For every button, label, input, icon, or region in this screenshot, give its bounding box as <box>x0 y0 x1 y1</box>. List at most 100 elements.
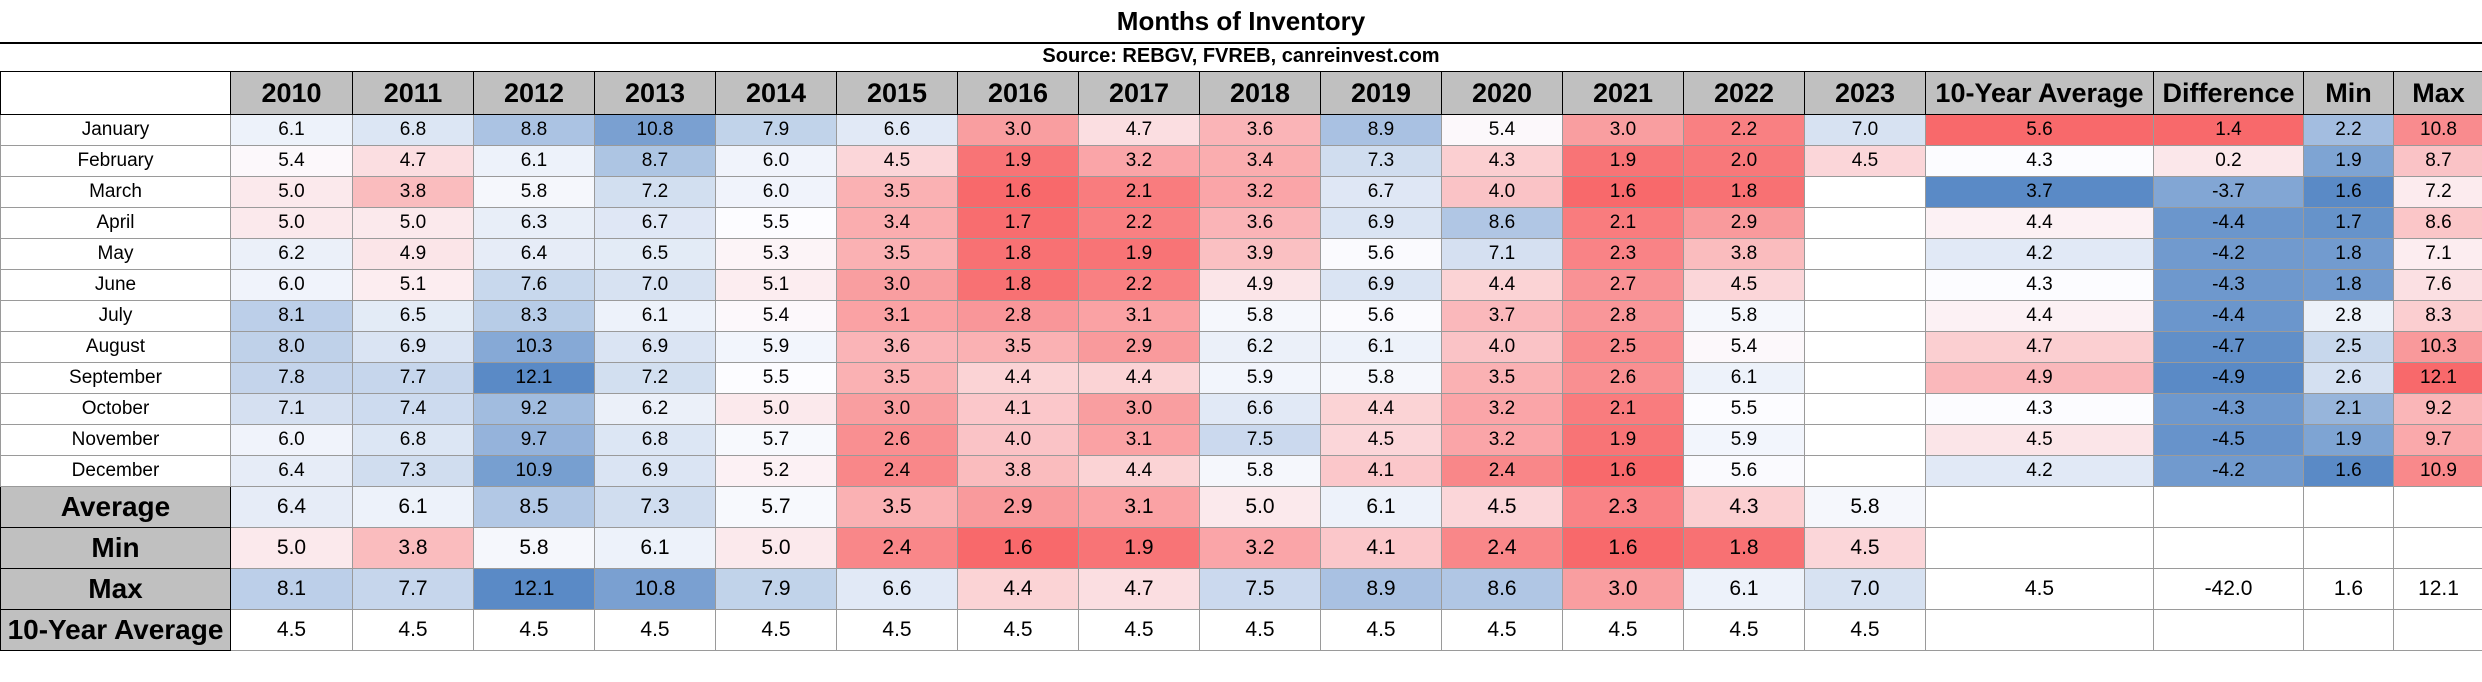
data-cell: 4.1 <box>957 393 1079 425</box>
data-cell: 4.9 <box>1925 362 2154 394</box>
data-cell: 2.9 <box>957 486 1079 528</box>
data-cell <box>2153 527 2304 569</box>
column-header: 2011 <box>352 71 474 115</box>
row-label: Max <box>0 568 231 610</box>
data-cell: 4.5 <box>1320 609 1442 651</box>
data-cell: 6.5 <box>352 300 474 332</box>
data-cell: 5.0 <box>230 527 353 569</box>
data-cell: 5.6 <box>1320 238 1442 270</box>
data-cell: 4.5 <box>1078 609 1200 651</box>
data-cell: 1.8 <box>2303 269 2394 301</box>
data-cell: 6.9 <box>1320 207 1442 239</box>
data-cell: 2.1 <box>1562 207 1684 239</box>
data-cell: 7.3 <box>1320 145 1442 177</box>
data-cell: 4.4 <box>1441 269 1563 301</box>
data-cell: 3.5 <box>1441 362 1563 394</box>
data-cell: 8.3 <box>2393 300 2482 332</box>
data-cell: 1.6 <box>957 176 1079 208</box>
data-cell: 10.9 <box>473 455 595 487</box>
column-header: 2013 <box>594 71 716 115</box>
data-cell: 3.7 <box>1441 300 1563 332</box>
data-cell: 1.8 <box>1683 527 1805 569</box>
data-cell: 5.6 <box>1683 455 1805 487</box>
data-cell: 1.6 <box>2303 455 2394 487</box>
data-cell: -4.2 <box>2153 238 2304 270</box>
data-cell <box>1804 176 1926 208</box>
data-cell <box>1804 207 1926 239</box>
data-cell: 4.5 <box>594 609 716 651</box>
data-cell: 1.8 <box>957 269 1079 301</box>
data-cell: 10.3 <box>473 331 595 363</box>
data-cell: 4.7 <box>352 145 474 177</box>
header-row: 2010 2011 2012 2013 2014 2015 2016 2017 2018 2019… <box>0 71 2482 115</box>
column-header: Min <box>2303 71 2394 115</box>
row-label: October <box>0 393 231 425</box>
column-header: 2023 <box>1804 71 1926 115</box>
row-label: March <box>0 176 231 208</box>
data-cell: 8.5 <box>473 486 595 528</box>
data-cell: 6.4 <box>473 238 595 270</box>
data-cell: 4.9 <box>1199 269 1321 301</box>
data-cell: 4.5 <box>1925 568 2154 610</box>
data-cell: 1.9 <box>2303 424 2394 456</box>
data-cell: 7.1 <box>2393 238 2482 270</box>
data-cell: 2.4 <box>1441 455 1563 487</box>
data-cell: 3.5 <box>957 331 1079 363</box>
data-cell: 12.1 <box>2393 568 2482 610</box>
data-cell: 4.4 <box>1320 393 1442 425</box>
data-cell: 1.7 <box>957 207 1079 239</box>
data-cell: 5.8 <box>1804 486 1926 528</box>
data-cell: 12.1 <box>473 362 595 394</box>
data-cell: 2.7 <box>1562 269 1684 301</box>
data-cell <box>2393 486 2482 528</box>
column-header: Max <box>2393 71 2482 115</box>
data-cell: 9.2 <box>2393 393 2482 425</box>
data-cell: 8.1 <box>230 300 353 332</box>
data-cell: 9.2 <box>473 393 595 425</box>
data-cell: 9.7 <box>2393 424 2482 456</box>
column-header: 2015 <box>836 71 958 115</box>
data-cell: 10.3 <box>2393 331 2482 363</box>
data-cell: 1.6 <box>2303 568 2394 610</box>
data-cell: 6.8 <box>594 424 716 456</box>
month-row: May 6.2 4.9 6.4 6.5 5.3 3.5 1.8 1.9 3.9 5.6 7.1 2.3 3… <box>0 238 2482 270</box>
data-cell: 2.2 <box>2303 114 2394 146</box>
data-cell: 6.5 <box>594 238 716 270</box>
column-header: 2017 <box>1078 71 1200 115</box>
data-cell: 1.6 <box>2303 176 2394 208</box>
data-cell: -4.3 <box>2153 393 2304 425</box>
month-row: January 6.1 6.8 8.8 10.8 7.9 6.6 3.0 4.7 3.6 8.9 5.… <box>0 114 2482 146</box>
data-cell: 4.1 <box>1320 455 1442 487</box>
data-cell: 7.1 <box>1441 238 1563 270</box>
data-cell: -4.4 <box>2153 207 2304 239</box>
data-cell: 6.8 <box>352 424 474 456</box>
data-cell: 6.1 <box>1320 331 1442 363</box>
column-header: 10-Year Average <box>1925 71 2154 115</box>
data-cell: 2.1 <box>2303 393 2394 425</box>
data-cell: 5.9 <box>715 331 837 363</box>
data-cell: 3.1 <box>1078 486 1200 528</box>
data-cell: 2.1 <box>1078 176 1200 208</box>
data-cell: 6.1 <box>594 527 716 569</box>
data-cell: 6.2 <box>230 238 353 270</box>
column-header: 2020 <box>1441 71 1563 115</box>
data-cell: 5.9 <box>1683 424 1805 456</box>
data-cell: 6.1 <box>1320 486 1442 528</box>
sheet-source: Source: REBGV, FVREB, canreinvest.com <box>0 42 2482 73</box>
data-cell: 4.4 <box>957 568 1079 610</box>
data-cell: 4.5 <box>1804 609 1926 651</box>
data-cell: 3.5 <box>836 238 958 270</box>
data-cell: 4.5 <box>715 609 837 651</box>
data-cell: 5.8 <box>473 176 595 208</box>
data-cell: 5.7 <box>715 424 837 456</box>
data-cell: 5.9 <box>1199 362 1321 394</box>
data-cell: 5.7 <box>715 486 837 528</box>
data-cell: 10.8 <box>2393 114 2482 146</box>
data-cell: 7.7 <box>352 568 474 610</box>
data-cell: 3.2 <box>1441 424 1563 456</box>
data-cell: 8.3 <box>473 300 595 332</box>
data-cell <box>1804 393 1926 425</box>
data-cell: 4.5 <box>230 609 353 651</box>
data-cell: 3.6 <box>1199 207 1321 239</box>
data-cell: 1.9 <box>1562 424 1684 456</box>
